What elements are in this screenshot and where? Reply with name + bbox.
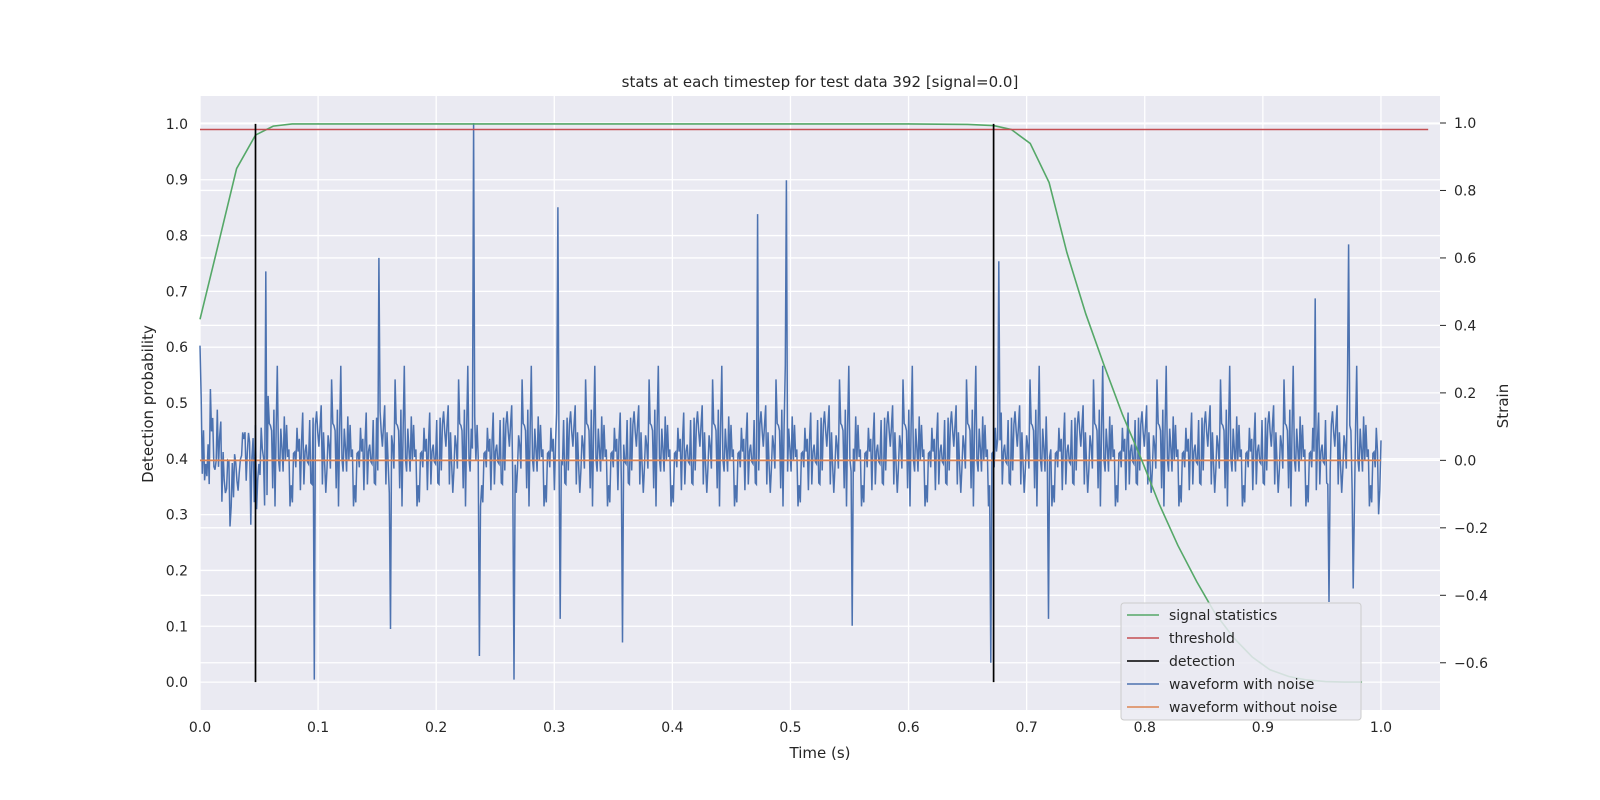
y-left-tick-label: 0.8 bbox=[166, 229, 188, 245]
y-left-tick-label: 0.0 bbox=[166, 675, 188, 691]
y-left-tick-label: 0.2 bbox=[166, 563, 188, 579]
x-tick-labels: 0.0 0.1 0.2 0.3 0.4 0.5 0.6 0.7 0.8 0.9 1.0 bbox=[189, 720, 1392, 736]
x-tick-label: 0.4 bbox=[661, 720, 683, 736]
y-left-tick-label: 0.5 bbox=[166, 396, 188, 412]
y-right-axis-label: Strain bbox=[1494, 384, 1512, 428]
legend-item: waveform with noise bbox=[1127, 677, 1314, 693]
y-right-tick-label: 0.0 bbox=[1454, 453, 1476, 469]
y-right-tick-labels: −0.6 −0.4 −0.2 0.0 0.2 0.4 0.6 0.8 1.0 bbox=[1440, 116, 1488, 672]
x-tick-label: 0.9 bbox=[1252, 720, 1274, 736]
legend-label: signal statistics bbox=[1169, 608, 1277, 624]
y-right-tick-label: −0.4 bbox=[1454, 588, 1488, 604]
legend-item: waveform without noise bbox=[1127, 700, 1337, 716]
y-left-tick-label: 0.7 bbox=[166, 284, 188, 300]
legend-label: threshold bbox=[1169, 631, 1235, 647]
legend-label: detection bbox=[1169, 654, 1235, 670]
y-left-tick-label: 0.4 bbox=[166, 452, 188, 468]
x-tick-label: 1.0 bbox=[1370, 720, 1392, 736]
x-tick-label: 0.6 bbox=[897, 720, 919, 736]
y-right-tick-label: 0.8 bbox=[1454, 183, 1476, 199]
x-tick-label: 0.8 bbox=[1134, 720, 1156, 736]
x-tick-label: 0.0 bbox=[189, 720, 211, 736]
legend-label: waveform without noise bbox=[1169, 700, 1337, 716]
y-right-tick-label: 0.4 bbox=[1454, 318, 1476, 334]
chart-title: stats at each timestep for test data 392… bbox=[622, 73, 1019, 91]
x-tick-label: 0.2 bbox=[425, 720, 447, 736]
y-left-tick-label: 0.9 bbox=[166, 173, 188, 189]
y-left-tick-label: 0.6 bbox=[166, 340, 188, 356]
y-right-tick-label: 0.2 bbox=[1454, 386, 1476, 402]
y-left-axis-label: Detection probability bbox=[139, 325, 157, 483]
x-tick-label: 0.3 bbox=[543, 720, 565, 736]
legend-item: threshold bbox=[1127, 631, 1235, 647]
legend-item: detection bbox=[1127, 654, 1235, 670]
y-right-tick-label: 1.0 bbox=[1454, 116, 1476, 132]
legend: signal statistics threshold detection wa… bbox=[1120, 602, 1362, 721]
y-left-tick-labels: 0.0 0.1 0.2 0.3 0.4 0.5 0.6 0.7 0.8 0.9 1.0 bbox=[166, 117, 188, 691]
legend-label: waveform with noise bbox=[1169, 677, 1314, 693]
y-left-tick-label: 0.1 bbox=[166, 619, 188, 635]
y-right-tick-label: −0.6 bbox=[1454, 656, 1488, 672]
x-tick-label: 0.7 bbox=[1016, 720, 1038, 736]
legend-box bbox=[1120, 602, 1362, 721]
y-right-tick-label: 0.6 bbox=[1454, 251, 1476, 267]
x-axis-label: Time (s) bbox=[789, 744, 851, 762]
x-tick-label: 0.1 bbox=[307, 720, 329, 736]
y-right-tick-label: −0.2 bbox=[1454, 521, 1488, 537]
x-tick-label: 0.5 bbox=[779, 720, 801, 736]
legend-item: signal statistics bbox=[1127, 608, 1277, 624]
y-left-tick-label: 1.0 bbox=[166, 117, 188, 133]
y-left-tick-label: 0.3 bbox=[166, 508, 188, 524]
